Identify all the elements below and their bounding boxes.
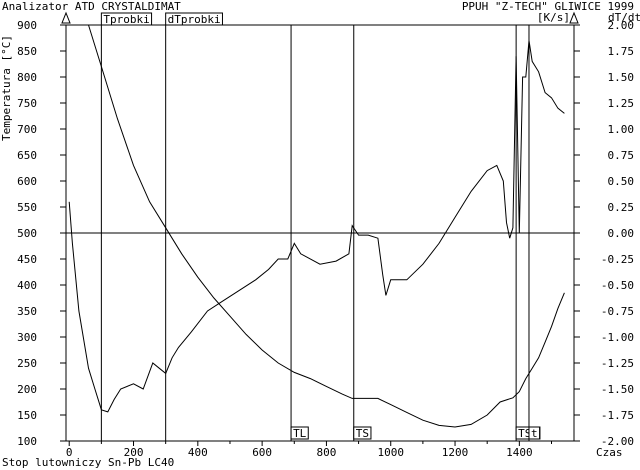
right-tick-label: -1.50	[601, 383, 634, 396]
left-axis-ticks: 100 150 200 250 300 350 400 450 500 550 600 650 700 7…	[17, 19, 66, 448]
x-tick-label: 1200	[442, 446, 469, 459]
marker-label-box	[100, 12, 153, 26]
right-tick-label: -0.25	[601, 253, 634, 266]
right-tick-label: -0.75	[601, 305, 634, 318]
sample-name: Stop lutowniczy Sn-Pb LC40	[2, 456, 174, 469]
marker-label-box	[165, 12, 223, 26]
right-tick-label: -1.25	[601, 357, 634, 370]
x-tick-label: 200	[124, 446, 144, 459]
header-left-title: Analizator ATD CRYSTALDIMAT	[2, 0, 181, 13]
left-axis-label: Temperatura [°C]	[0, 35, 13, 141]
right-axis-label: dT/dt	[608, 11, 640, 24]
right-tick-label: -1.00	[601, 331, 634, 344]
marker-label: TS	[356, 427, 369, 440]
x-tick-label: 800	[316, 446, 336, 459]
series-temperature-line	[88, 24, 565, 428]
x-tick-label: 600	[252, 446, 272, 459]
left-tick-label: 900	[17, 19, 37, 32]
right-axis-arrow-shape	[569, 11, 579, 24]
left-tick-label: 750	[17, 97, 37, 110]
left-tick-label: 550	[17, 201, 37, 214]
left-axis-arrow-shape	[61, 11, 71, 24]
marker-label: TL	[293, 427, 307, 440]
right-unit-label: [K/s]	[537, 11, 570, 24]
right-tick-label: 0.50	[608, 175, 635, 188]
left-tick-label: 100	[17, 435, 37, 448]
left-tick-label: 600	[17, 175, 37, 188]
marker-label-box	[528, 426, 541, 440]
right-tick-label: 1.75	[608, 45, 635, 58]
left-tick-label: 150	[17, 409, 37, 422]
marker-label-box	[290, 426, 309, 440]
left-tick-label: 850	[17, 45, 37, 58]
left-tick-label: 650	[17, 149, 37, 162]
left-tick-label: 250	[17, 357, 37, 370]
series-dtdt-line	[68, 40, 565, 413]
x-axis-ticks: 0 200 400 600 800 1000 1200 1400	[66, 441, 552, 459]
right-tick-label: 0.00	[608, 227, 635, 240]
right-tick-label: 2.00	[608, 19, 635, 32]
marker-label: dTprobki	[168, 13, 221, 26]
right-axis-ticks: -2.00 -1.75 -1.50 -1.25 -1.00 -0.75 -0.50 -0.25…	[574, 19, 634, 448]
left-tick-label: 200	[17, 383, 37, 396]
right-tick-label: -1.75	[601, 409, 634, 422]
right-tick-label: -0.50	[601, 279, 634, 292]
left-tick-label: 350	[17, 305, 37, 318]
x-tick-label: 1400	[506, 446, 533, 459]
x-tick-label: 0	[66, 446, 73, 459]
right-tick-label: 0.75	[608, 149, 635, 162]
marker-label: t	[531, 427, 538, 440]
header-right-title: PPUH "Z-TECH" GLIWICE 1999	[462, 0, 634, 13]
left-tick-label: 800	[17, 71, 37, 84]
right-tick-label: 1.50	[608, 71, 635, 84]
left-tick-label: 500	[17, 227, 37, 240]
left-tick-label: 300	[17, 331, 37, 344]
left-tick-label: 700	[17, 123, 37, 136]
right-tick-label: 1.25	[608, 97, 635, 110]
right-axis-arrow-icon	[569, 11, 579, 24]
left-tick-label: 450	[17, 253, 37, 266]
x-tick-label: 1000	[377, 446, 404, 459]
series-layer	[68, 24, 565, 428]
x-tick-label: 400	[188, 446, 208, 459]
right-tick-label: 1.00	[608, 123, 635, 136]
x-axis-label: Czas	[596, 446, 623, 459]
right-tick-label: -2.00	[601, 435, 634, 448]
left-tick-label: 400	[17, 279, 37, 292]
left-axis-arrow-icon	[61, 11, 71, 24]
right-tick-label: 0.25	[608, 201, 635, 214]
marker-label: Tprobki	[103, 13, 149, 26]
marker-label-box	[353, 426, 372, 440]
